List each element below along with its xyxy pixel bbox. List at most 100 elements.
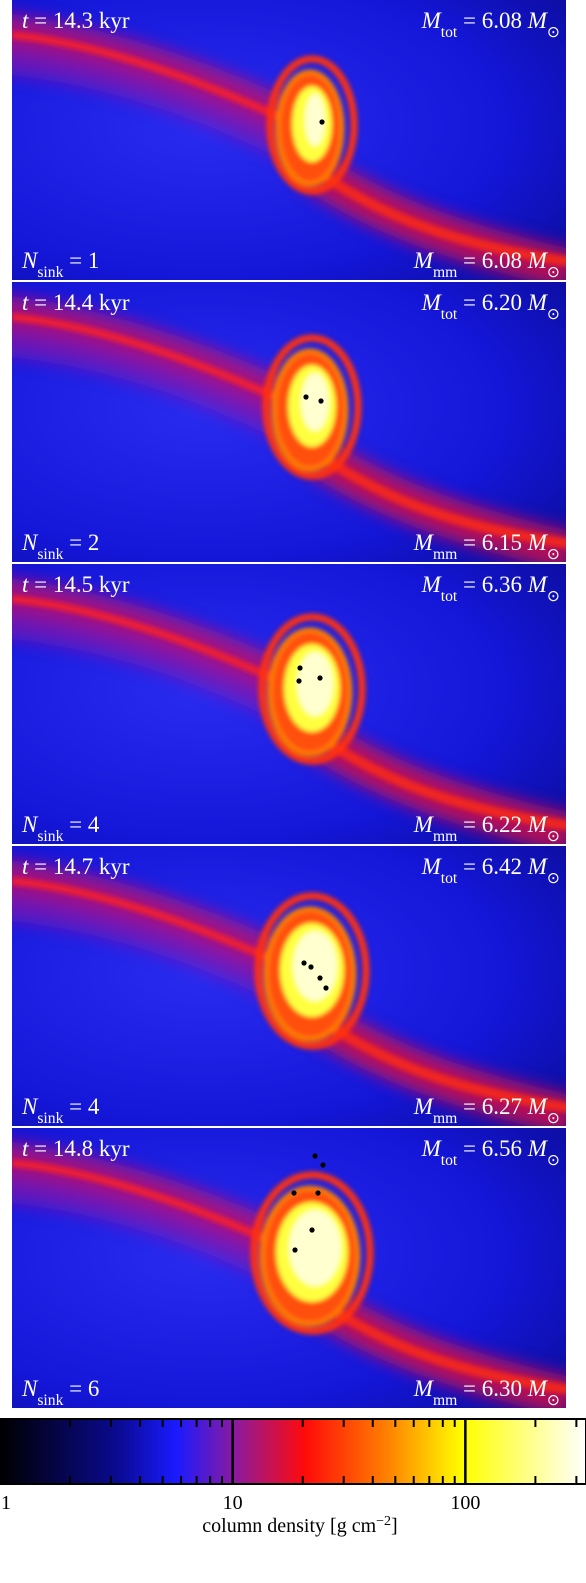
sink-count-label: Nsink = 4 — [21, 812, 100, 845]
subscript: ⊙ — [547, 588, 560, 605]
disk-hot — [293, 931, 337, 1001]
time-label: t = 14.8 kyr — [22, 1136, 130, 1161]
text-part: N — [21, 1376, 39, 1401]
panel: t = 14.4 kyr Mtot = 6.20 M⊙Nsink = 2 Mmm =… — [12, 282, 566, 563]
subscript: ⊙ — [547, 306, 560, 323]
total-mass-label: Mtot = 6.42 M⊙ — [421, 854, 560, 887]
disk-hot — [297, 652, 333, 716]
text-part: ] — [391, 1515, 398, 1537]
text-part: M — [527, 8, 549, 33]
sink-count-label: Nsink = 6 — [21, 1376, 99, 1409]
subscript: sink — [37, 546, 63, 563]
time-label: t = 14.3 kyr — [22, 8, 130, 33]
text-part: M — [527, 290, 549, 315]
sink-count-label: Nsink = 2 — [21, 530, 99, 563]
sink-count-label: Nsink = 4 — [21, 1094, 100, 1127]
sink-particle — [309, 1227, 315, 1233]
sink-particle — [317, 975, 323, 981]
colorbar-label: column density [g cm−2] — [202, 1514, 397, 1538]
text-part: M — [527, 1376, 549, 1401]
text-part: M — [421, 8, 443, 33]
panel-image — [12, 846, 566, 1126]
text-part: = 6 — [63, 1376, 99, 1401]
sink-particle — [292, 1247, 298, 1253]
sink-particle — [301, 960, 307, 966]
panel-image — [12, 0, 566, 280]
text-part: M — [421, 854, 443, 879]
panel-image — [12, 282, 566, 562]
sink-particle — [319, 119, 325, 125]
time-label: t = 14.7 kyr — [22, 854, 130, 879]
panel-image — [12, 1128, 566, 1408]
text-part: M — [527, 854, 549, 879]
text-part: = 6.15 — [457, 530, 527, 555]
subscript: ⊙ — [547, 1110, 560, 1127]
text-part: M — [421, 572, 443, 597]
subscript: ⊙ — [547, 1152, 560, 1169]
text-part: M — [527, 572, 549, 597]
text-part: M — [413, 248, 435, 273]
sink-count-label: Nsink = 1 — [21, 248, 99, 281]
subscript: mm — [433, 546, 457, 563]
sink-particle — [303, 394, 309, 400]
sink-particle — [317, 675, 323, 681]
text-part: = 6.36 — [457, 572, 527, 597]
subscript: ⊙ — [547, 1392, 560, 1409]
sink-particle — [315, 1190, 321, 1196]
sink-particle — [296, 678, 302, 684]
streamer-core — [319, 170, 566, 267]
streamer — [12, 48, 298, 162]
colorbar-gradient — [0, 1418, 586, 1485]
text-part: = 14.8 kyr — [28, 1136, 129, 1161]
structure — [12, 1159, 566, 1395]
text-part: M — [527, 1136, 549, 1161]
text-part: t — [22, 8, 29, 33]
panel: t = 14.8 kyr Mtot = 6.56 M⊙Nsink = 6 Mmm =… — [12, 1128, 566, 1409]
text-part: = 6.20 — [457, 290, 527, 315]
streamer-core — [319, 1016, 566, 1113]
text-part: N — [21, 530, 39, 555]
text-part: = 6.30 — [457, 1376, 527, 1401]
text-part: = 2 — [63, 530, 99, 555]
text-part: = 4 — [63, 1094, 99, 1119]
subscript: sink — [37, 828, 63, 845]
subscript: tot — [441, 588, 458, 605]
panel-image — [12, 564, 566, 844]
streamer-core — [319, 452, 566, 549]
disk-ring — [262, 334, 362, 480]
text-part: M — [421, 290, 443, 315]
subscript: sink — [37, 1392, 63, 1409]
time-label: t = 14.5 kyr — [22, 572, 130, 597]
text-part: M — [527, 812, 549, 837]
text-part: N — [21, 1094, 39, 1119]
sink-particle — [312, 1153, 318, 1159]
text-part: M — [413, 1094, 435, 1119]
structure — [12, 877, 566, 1113]
subscript: sink — [37, 264, 63, 281]
total-mass-label: Mtot = 6.20 M⊙ — [421, 290, 560, 323]
panel: t = 14.7 kyr Mtot = 6.42 M⊙ Nsink = 4 Mmm =… — [12, 846, 566, 1127]
disk-hot — [289, 1210, 341, 1286]
text-part: t — [22, 1136, 29, 1161]
subscript: ⊙ — [547, 870, 560, 887]
total-mass-label: Mtot = 6.08 M⊙ — [421, 8, 560, 41]
subscript: ⊙ — [547, 264, 560, 281]
most-massive-label: Mmm = 6.22 M⊙ — [413, 812, 560, 845]
subscript: tot — [441, 24, 458, 41]
most-massive-label: Mmm = 6.27 M⊙ — [413, 1094, 560, 1127]
text-part: M — [527, 1094, 549, 1119]
text-part: = 6.27 — [457, 1094, 527, 1119]
text-part: = 6.08 — [457, 248, 527, 273]
subscript: tot — [441, 870, 458, 887]
subscript: ⊙ — [547, 828, 560, 845]
text-part: M — [527, 248, 549, 273]
structure — [12, 313, 566, 549]
panel: t = 14.3 kyr Mtot = 6.08 M⊙Nsink = 1 Mmm =… — [12, 0, 566, 281]
sink-particle — [320, 1162, 326, 1168]
most-massive-label: Mmm = 6.08 M⊙ — [413, 248, 560, 281]
superscript: −2 — [376, 1514, 391, 1529]
text-part: = 14.3 kyr — [28, 8, 129, 33]
disk-ring — [258, 613, 366, 765]
text-part: = 14.5 kyr — [28, 572, 129, 597]
structure — [12, 595, 566, 831]
